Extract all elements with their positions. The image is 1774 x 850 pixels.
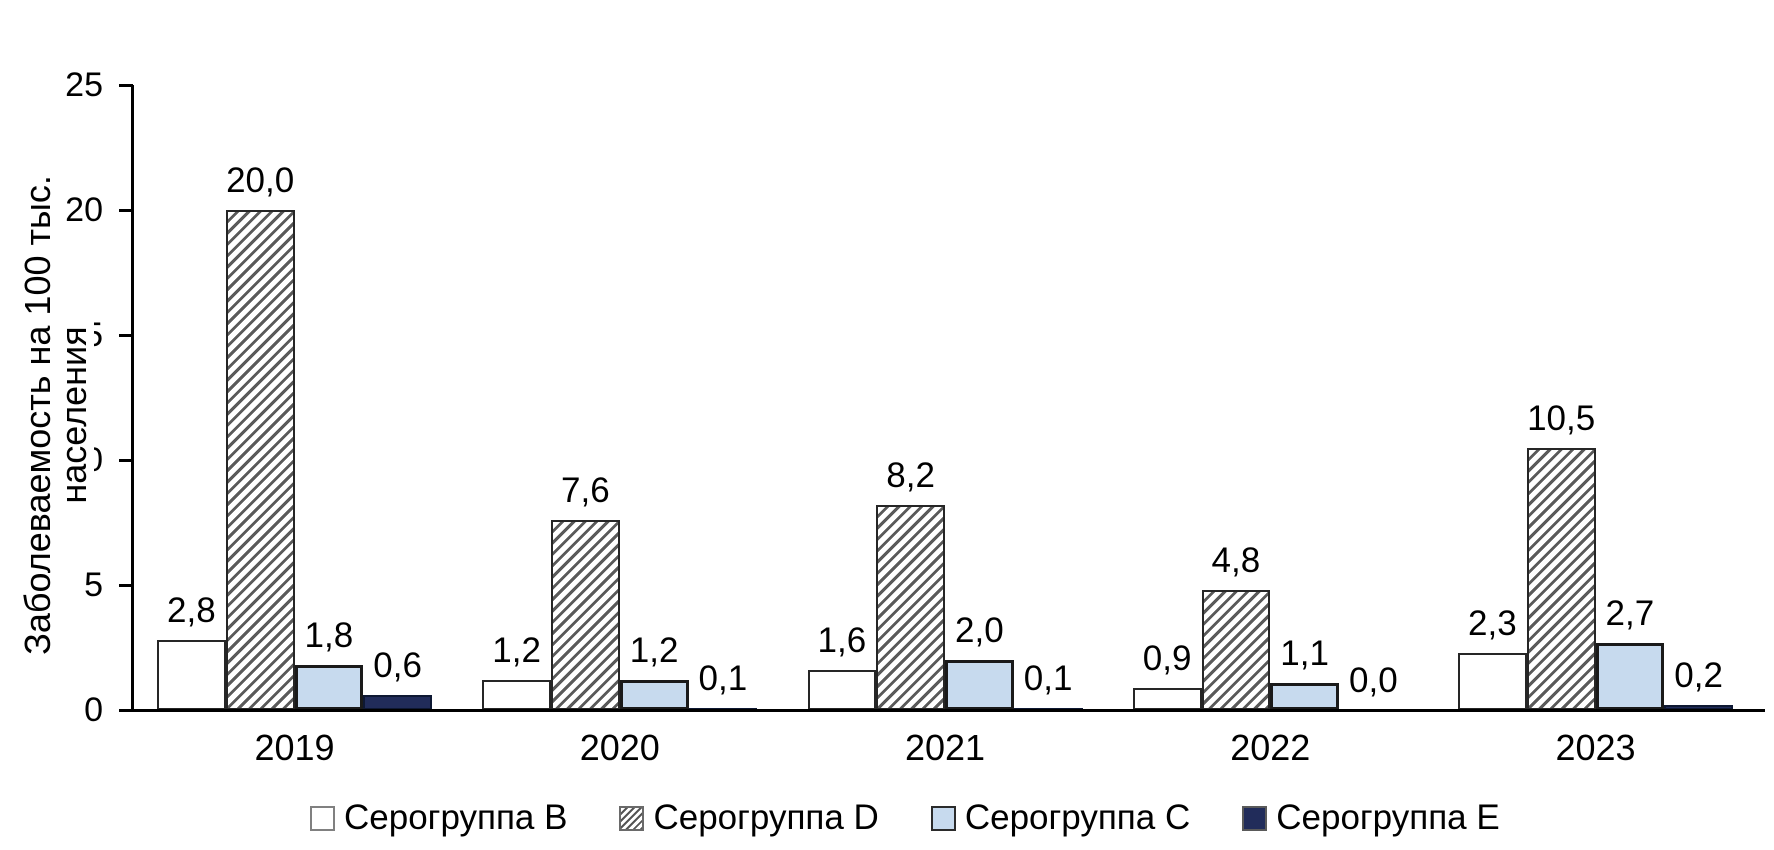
bar-white-2021 (807, 670, 877, 710)
legend-item-hatch: Серогруппа D (619, 798, 879, 838)
bar-hatch-2019 (225, 210, 295, 710)
bar-hatch-2023 (1526, 447, 1596, 710)
bar-value-label: 0,2 (1674, 656, 1723, 695)
bar-white-2020 (482, 680, 551, 710)
y-axis-title-line2: населения (53, 65, 94, 765)
bar-value-label: 2,8 (167, 591, 216, 630)
legend-item-navy: Серогруппа E (1242, 798, 1500, 838)
bar-value-label: 2,0 (955, 611, 1004, 650)
bar-value-label: 10,5 (1527, 398, 1596, 438)
bar-lightblue-2022 (1270, 682, 1339, 710)
bar-value-label: 0,1 (1023, 658, 1073, 698)
bar-white-2023 (1458, 652, 1527, 710)
bar-value-label: 1,2 (492, 631, 541, 670)
bar-navy-2019 (363, 695, 432, 710)
bar-value-label: 8,2 (886, 456, 935, 495)
legend-item-lightblue: Серогруппа C (930, 798, 1191, 838)
y-tick-mark (119, 584, 133, 587)
legend-label: Серогруппа E (1276, 798, 1500, 837)
legend-label: Серогруппа C (964, 798, 1191, 837)
legend-item-white: Серогруппа B (310, 798, 567, 838)
bar-value-label: 7,6 (561, 471, 610, 510)
legend-label: Серогруппа B (344, 798, 568, 837)
bar-value-label: 1,1 (1280, 633, 1329, 673)
y-tick-label: 0 (84, 691, 103, 729)
bar-value-label: 0,9 (1142, 638, 1192, 678)
bar-hatch-2022 (1201, 590, 1271, 710)
y-axis-title: Заболеваемость на 100 тыс. населения (17, 65, 94, 765)
bar-hatch-2021 (876, 505, 945, 710)
bar-value-label: 20,0 (226, 161, 295, 200)
bar-hatch-2020 (551, 520, 620, 710)
y-tick-mark (119, 709, 133, 712)
x-category-label-2020: 2020 (579, 727, 660, 768)
bar-value-label: 0,1 (698, 658, 748, 698)
bar-white-2022 (1132, 687, 1202, 710)
bar-value-label: 1,6 (817, 621, 867, 660)
legend-swatch-navy (1242, 805, 1268, 831)
y-tick-mark (119, 209, 133, 212)
y-tick-mark (119, 459, 133, 462)
bar-value-label: 4,8 (1211, 541, 1261, 580)
y-tick-label: 25 (65, 66, 103, 104)
legend: Серогруппа B Серогруппа D Серогруппа C Серо… (310, 798, 1500, 838)
y-tick-label: 5 (84, 566, 103, 604)
x-category-label-2021: 2021 (904, 727, 986, 768)
x-category-label-2022: 2022 (1230, 727, 1311, 768)
bar-lightblue-2023 (1595, 642, 1665, 710)
bar-value-label: 0,6 (373, 646, 422, 685)
bar-white-2019 (157, 640, 226, 710)
y-tick-label: 20 (65, 191, 103, 229)
y-axis-line (131, 85, 134, 712)
bar-value-label: 1,8 (304, 616, 354, 655)
legend-label: Серогруппа D (653, 798, 879, 837)
bar-lightblue-2021 (945, 660, 1014, 710)
bar-lightblue-2019 (294, 665, 364, 710)
x-category-label-2023: 2023 (1555, 727, 1636, 768)
legend-swatch-white (310, 805, 335, 831)
y-axis-title-line1: Заболеваемость на 100 тыс. (17, 65, 58, 765)
bar-value-label: 0,0 (1349, 661, 1398, 700)
legend-swatch-hatch (619, 805, 645, 831)
bar-lightblue-2020 (619, 680, 689, 710)
legend-swatch-lightblue (930, 805, 956, 831)
y-tick-mark (119, 334, 133, 337)
bar-value-label: 2,3 (1468, 603, 1517, 643)
x-axis-line (131, 709, 1765, 712)
bar-value-label: 2,7 (1605, 593, 1655, 633)
y-tick-mark (119, 84, 133, 87)
bar-value-label: 1,2 (629, 631, 679, 670)
x-category-label-2019: 2019 (254, 727, 335, 768)
